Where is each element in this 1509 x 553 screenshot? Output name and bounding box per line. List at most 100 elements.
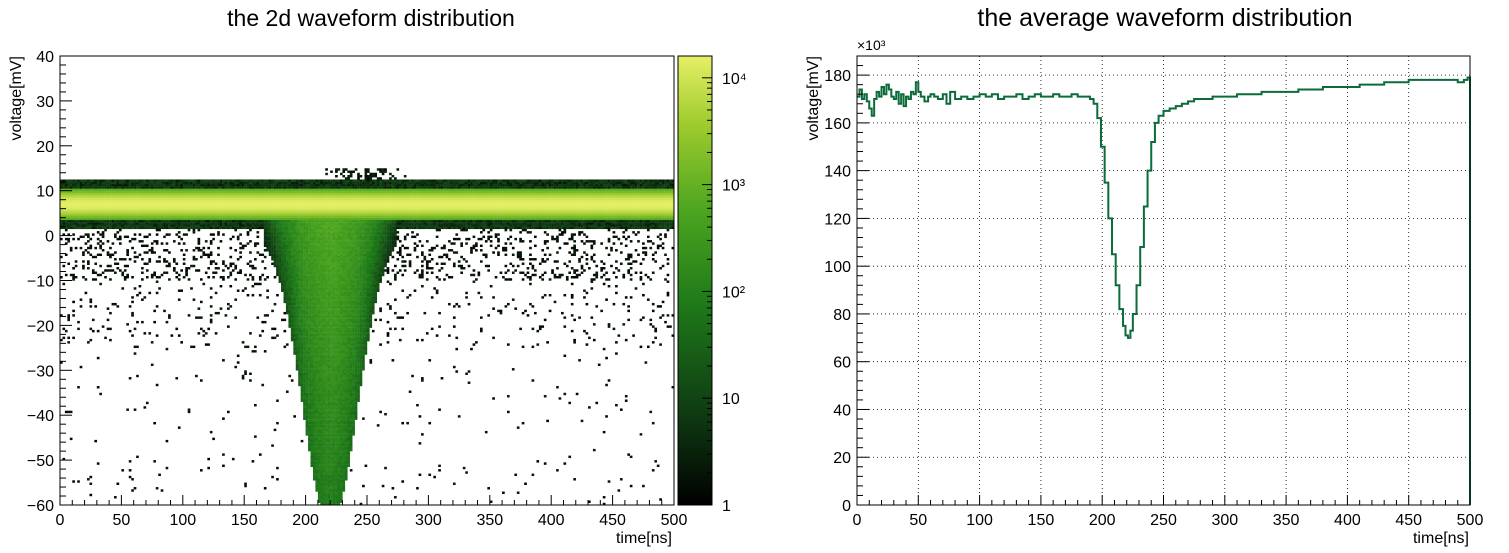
heatmap-cell: [214, 332, 218, 335]
heatmap-cell: [69, 222, 73, 225]
heatmap-cell: [84, 217, 88, 221]
heatmap-cell: [222, 183, 225, 187]
heatmap-cell: [212, 210, 215, 214]
heatmap-cell: [153, 197, 156, 200]
heatmap-cell: [298, 246, 301, 250]
heatmap-cell: [84, 183, 88, 187]
heatmap-cell: [177, 192, 181, 196]
heatmap-cell: [298, 289, 301, 292]
heatmap-cell: [212, 201, 215, 205]
heatmap-cell: [158, 222, 161, 225]
heatmap-cell: [330, 424, 333, 427]
heatmap-cell: [273, 251, 277, 254]
heatmap-cell: [163, 271, 166, 274]
heatmap-cell: [330, 363, 333, 367]
heatmap-cell: [62, 213, 66, 216]
heatmap-cell: [273, 327, 277, 331]
heatmap-cell: [303, 399, 306, 402]
heatmap-cell: [246, 197, 250, 200]
heatmap-cell: [87, 195, 90, 198]
heatmap-cell: [298, 183, 301, 187]
heatmap-cell: [77, 386, 80, 389]
heatmap-cell: [312, 338, 316, 342]
heatmap-cell: [317, 249, 321, 252]
heatmap-cell: [180, 249, 183, 252]
heatmap-cell: [266, 213, 269, 216]
heatmap-cell: [185, 208, 188, 212]
heatmap-cell: [330, 289, 333, 292]
heatmap-cell: [312, 284, 316, 288]
heatmap-cell: [293, 195, 296, 198]
heatmap-cell: [79, 206, 83, 209]
heatmap-cell: [293, 316, 296, 319]
heatmap-cell: [322, 386, 326, 389]
heatmap-cell: [254, 195, 257, 198]
heatmap-cell: [285, 217, 289, 221]
heatmap-cell: [320, 210, 323, 214]
heatmap-cell: [276, 466, 279, 470]
heatmap-cell: [74, 213, 78, 216]
heatmap-cell: [320, 356, 323, 360]
heatmap-cell: [290, 233, 294, 236]
heatmap-cell: [104, 183, 107, 187]
heatmap-cell: [327, 327, 331, 331]
heatmap-cell: [327, 419, 331, 423]
heatmap-cell: [143, 262, 147, 265]
heatmap-cell: [312, 365, 316, 369]
heatmap-cell: [317, 356, 321, 360]
heatmap-cell: [148, 224, 152, 227]
heatmap-cell: [150, 210, 154, 214]
heatmap-cell: [195, 195, 198, 198]
heatmap-cell: [303, 329, 306, 333]
heatmap-cell: [315, 276, 319, 279]
heatmap-cell: [325, 356, 328, 360]
heatmap-cell: [155, 199, 159, 203]
heatmap-cell: [84, 181, 88, 185]
heatmap-cell: [118, 226, 122, 230]
heatmap-cell: [104, 336, 107, 340]
heatmap-cell: [249, 251, 252, 254]
heatmap-cell: [60, 183, 63, 187]
heatmap-cell: [126, 323, 129, 326]
heatmap-cell: [168, 210, 171, 214]
heatmap-cell: [170, 215, 174, 218]
heatmap-cell: [315, 309, 319, 313]
heatmap-cell: [234, 217, 238, 221]
heatmap-cell: [327, 386, 331, 389]
heatmap-cell: [330, 293, 333, 297]
heatmap-cell: [209, 233, 213, 236]
heatmap-cell: [91, 224, 95, 227]
heatmap-cell: [241, 215, 245, 218]
heatmap-cell: [315, 442, 319, 445]
heatmap-cell: [172, 190, 176, 194]
heatmap-cell: [261, 224, 265, 227]
heatmap-cell: [79, 298, 83, 301]
heatmap-cell: [325, 471, 328, 474]
heatmap-cell: [197, 249, 201, 252]
heatmap-cell: [60, 224, 63, 227]
heatmap-cell: [330, 242, 333, 245]
heatmap-cell: [283, 329, 287, 333]
heatmap-cell: [310, 399, 314, 402]
heatmap-cell: [312, 190, 316, 194]
heatmap-cell: [308, 307, 311, 310]
heatmap-cell: [322, 208, 326, 212]
heatmap-cell: [308, 240, 311, 243]
heatmap-cell: [158, 204, 161, 207]
heatmap-cell: [246, 219, 250, 223]
heatmap-cell: [327, 368, 331, 371]
heatmap-cell: [104, 208, 107, 212]
heatmap-cell: [131, 204, 134, 207]
heatmap-cell: [322, 201, 326, 205]
heatmap-cell: [94, 439, 98, 443]
heatmap-cell: [320, 493, 323, 497]
heatmap-cell: [141, 320, 144, 324]
heatmap-cell: [241, 210, 245, 214]
heatmap-cell: [91, 206, 95, 209]
heatmap-cell: [175, 210, 179, 214]
heatmap-cell: [322, 444, 326, 447]
heatmap-cell: [187, 206, 191, 209]
heatmap-cell: [128, 181, 132, 185]
heatmap-cell: [281, 255, 284, 259]
heatmap-cell: [320, 217, 323, 221]
